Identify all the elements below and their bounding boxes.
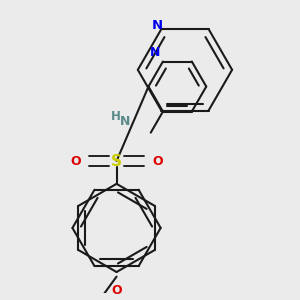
Text: N: N	[149, 46, 160, 59]
Text: O: O	[111, 284, 122, 297]
Text: N: N	[152, 19, 163, 32]
Text: H: H	[111, 110, 121, 123]
Text: S: S	[111, 154, 122, 169]
Text: N: N	[120, 115, 130, 128]
Text: O: O	[152, 154, 163, 167]
Text: O: O	[70, 154, 81, 167]
